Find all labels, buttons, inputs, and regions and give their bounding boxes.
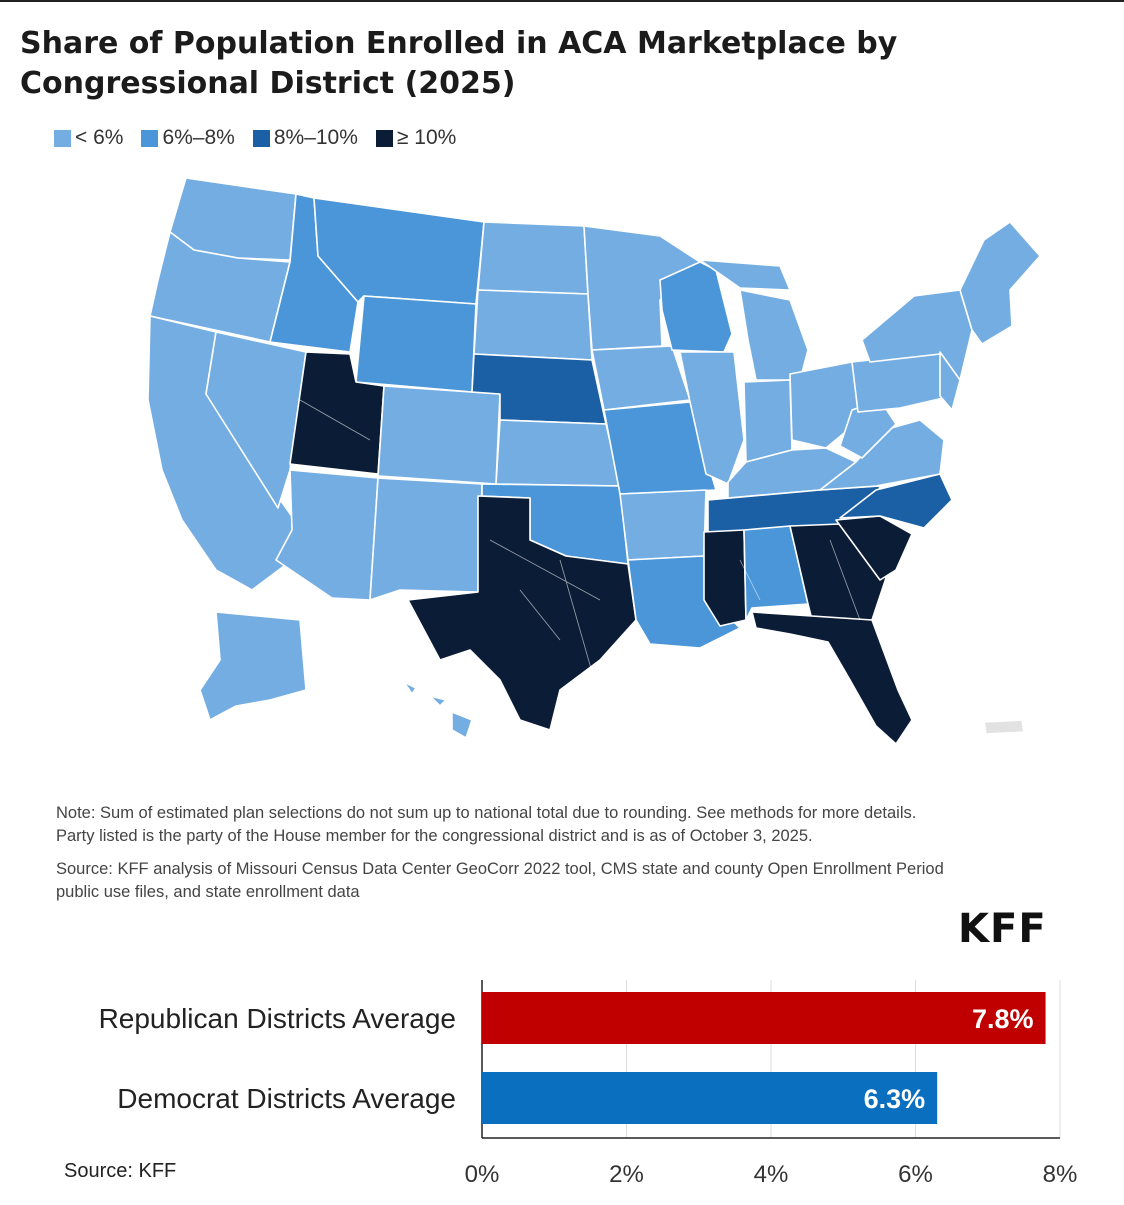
- source-text: Source: KFF analysis of Missouri Census …: [56, 860, 944, 901]
- bar-category-label: Republican Districts Average: [99, 1003, 456, 1034]
- legend-swatch: [375, 129, 393, 147]
- state-minnesota: [583, 225, 701, 351]
- note-text: Note: Sum of estimated plan selections d…: [56, 804, 917, 845]
- legend-label: 8%–10%: [273, 126, 358, 149]
- state-south-dakota: [473, 289, 593, 361]
- bar-category-label: Democrat Districts Average: [117, 1083, 456, 1114]
- state-pennsylvania: [851, 351, 953, 413]
- district-average-bar-chart: 0% 2% 4% 6% 8% 7.8% Republican Districts Avera…: [0, 960, 1124, 1200]
- state-wyoming: [355, 295, 477, 393]
- legend-swatch: [252, 129, 270, 147]
- bar-chart-source: Source: KFF: [64, 1160, 177, 1182]
- top-rule: [0, 0, 1124, 2]
- state-arkansas: [619, 489, 707, 561]
- territory-puerto-rico: [983, 719, 1025, 735]
- legend-item: ≥ 10%: [375, 126, 457, 150]
- x-tick-label: 6%: [898, 1161, 933, 1188]
- bar-chart-svg: 0% 2% 4% 6% 8% 7.8% Republican Districts Avera…: [99, 980, 1078, 1188]
- district-lines: [299, 399, 861, 701]
- state-new-england: [959, 221, 1041, 345]
- state-north-dakota: [477, 221, 589, 295]
- state-indiana: [743, 379, 793, 463]
- legend-label: < 6%: [75, 126, 124, 149]
- state-michigan-up: [699, 259, 791, 291]
- x-tick-label: 0%: [465, 1161, 500, 1188]
- state-nevada: [205, 331, 307, 509]
- state-new-mexico: [369, 477, 483, 601]
- x-tick-label: 8%: [1043, 1161, 1078, 1188]
- state-iowa: [591, 345, 691, 411]
- legend-item: 8%–10%: [252, 126, 358, 150]
- state-alabama: [743, 525, 809, 621]
- bar-value-label: 7.8%: [972, 1004, 1034, 1034]
- state-hawaii: [403, 681, 473, 739]
- state-alaska: [199, 611, 307, 721]
- bar: [482, 1072, 938, 1124]
- x-tick-label: 2%: [609, 1161, 644, 1188]
- note-block: Note: Sum of estimated plan selections d…: [56, 802, 956, 914]
- map-title: Share of Population Enrolled in ACA Mark…: [20, 26, 898, 101]
- bar-value-label: 6.3%: [864, 1084, 926, 1114]
- legend-label: 6%–8%: [162, 126, 235, 149]
- x-tick-label: 4%: [754, 1161, 789, 1188]
- state-mississippi: [703, 529, 747, 627]
- state-new-jersey: [939, 351, 961, 411]
- legend-swatch: [54, 129, 71, 147]
- legend-swatch: [141, 129, 159, 147]
- state-colorado: [377, 385, 501, 485]
- state-kansas: [495, 419, 621, 487]
- map-legend: < 6% 6%–8% 8%–10% ≥ 10%: [54, 126, 456, 150]
- state-arizona: [275, 469, 379, 601]
- state-michigan: [739, 289, 809, 381]
- kff-logo: KFF: [958, 906, 1047, 952]
- bar: [482, 992, 1046, 1044]
- us-choropleth-map: [0, 160, 1124, 760]
- state-ohio: [789, 361, 861, 449]
- legend-item: 6%–8%: [141, 126, 235, 150]
- state-texas: [407, 495, 637, 731]
- legend-item: < 6%: [54, 126, 123, 150]
- state-north-carolina: [839, 473, 953, 529]
- state-florida: [751, 611, 913, 745]
- legend-label: ≥ 10%: [396, 126, 457, 149]
- state-wisconsin: [659, 261, 733, 353]
